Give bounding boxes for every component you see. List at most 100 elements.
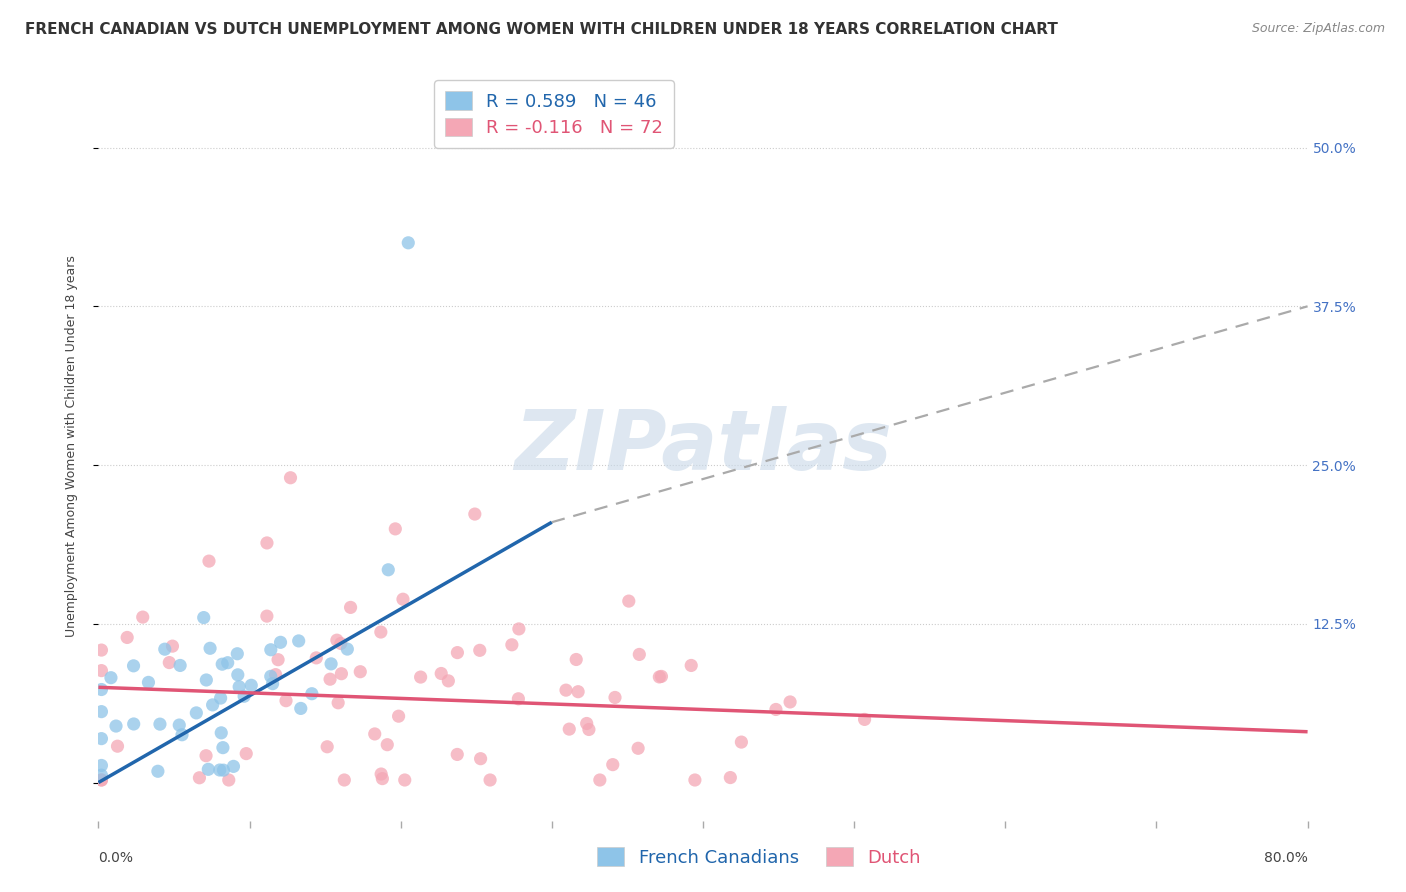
Point [188,771,211,785]
Point [222,759,245,773]
Point [90,705,112,719]
Point [212,740,235,755]
Point [195,673,218,687]
Point [262,676,284,690]
Point [578,723,600,737]
Point [228,680,250,694]
Point [90,768,112,782]
Point [235,747,257,761]
Point [430,666,453,681]
Legend: French Canadians, Dutch: French Canadians, Dutch [591,840,928,874]
Point [730,735,752,749]
Point [567,684,589,698]
Point [617,594,640,608]
Point [186,706,208,720]
Point [287,634,309,648]
Point [264,667,287,681]
Point [470,752,492,766]
Point [718,771,741,785]
Point [333,772,356,787]
Point [377,563,399,577]
Point [260,642,283,657]
Point [396,235,419,250]
Point [170,728,193,742]
Point [105,719,128,733]
Point [555,683,578,698]
Text: ZIPatlas: ZIPatlas [515,406,891,486]
Point [209,691,232,706]
Point [388,709,411,723]
Point [558,722,581,736]
Point [208,763,231,777]
Point [779,695,801,709]
Point [628,648,651,662]
Point [565,652,588,666]
Point [468,643,491,657]
Point [370,767,392,781]
Point [256,609,278,624]
Point [280,471,302,485]
Text: 80.0%: 80.0% [1264,851,1308,865]
Point [90,731,112,746]
Point [149,717,172,731]
Point [384,522,406,536]
Point [90,664,112,678]
Text: Source: ZipAtlas.com: Source: ZipAtlas.com [1251,22,1385,36]
Point [267,653,290,667]
Point [90,772,112,787]
Point [226,647,249,661]
Point [256,536,278,550]
Point [370,625,392,640]
Point [589,772,612,787]
Point [479,772,502,787]
Point [274,694,297,708]
Point [90,643,112,657]
Point [316,739,339,754]
Point [371,772,394,786]
Point [157,656,180,670]
Point [198,554,221,568]
Legend: R = 0.589   N = 46, R = -0.116   N = 72: R = 0.589 N = 46, R = -0.116 N = 72 [434,80,673,148]
Point [765,702,787,716]
Point [115,631,138,645]
Point [260,669,283,683]
Point [211,657,233,672]
Point [681,658,703,673]
Point [853,713,876,727]
Point [603,690,626,705]
Point [270,635,292,649]
Point [198,641,221,656]
Text: 0.0%: 0.0% [98,851,134,865]
Point [122,658,145,673]
Point [212,763,235,777]
Point [195,748,218,763]
Text: FRENCH CANADIAN VS DUTCH UNEMPLOYMENT AMONG WOMEN WITH CHILDREN UNDER 18 YEARS C: FRENCH CANADIAN VS DUTCH UNEMPLOYMENT AM… [25,22,1059,37]
Point [240,678,263,692]
Y-axis label: Unemployment Among Women with Children Under 18 years: Unemployment Among Women with Children U… [65,255,77,637]
Point [627,741,650,756]
Point [330,666,353,681]
Point [162,639,184,653]
Point [153,642,176,657]
Point [233,690,256,704]
Point [508,622,530,636]
Point [132,610,155,624]
Point [602,757,624,772]
Point [146,764,169,779]
Point [169,658,191,673]
Point [90,772,112,787]
Point [648,670,671,684]
Point [226,668,249,682]
Point [394,772,416,787]
Point [409,670,432,684]
Point [319,672,342,686]
Point [375,738,398,752]
Point [437,673,460,688]
Point [364,727,387,741]
Point [167,718,190,732]
Point [138,675,160,690]
Point [508,691,530,706]
Point [650,669,672,683]
Point [464,507,486,521]
Point [193,610,215,624]
